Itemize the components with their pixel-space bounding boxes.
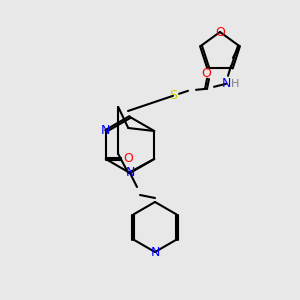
Text: N: N <box>125 167 135 179</box>
Text: S: S <box>169 89 177 102</box>
Text: O: O <box>201 67 211 80</box>
Text: N: N <box>101 124 110 137</box>
Text: O: O <box>215 26 225 38</box>
Text: O: O <box>123 152 133 166</box>
Text: N: N <box>150 245 160 259</box>
Text: H: H <box>231 79 239 89</box>
Text: N: N <box>221 77 231 90</box>
